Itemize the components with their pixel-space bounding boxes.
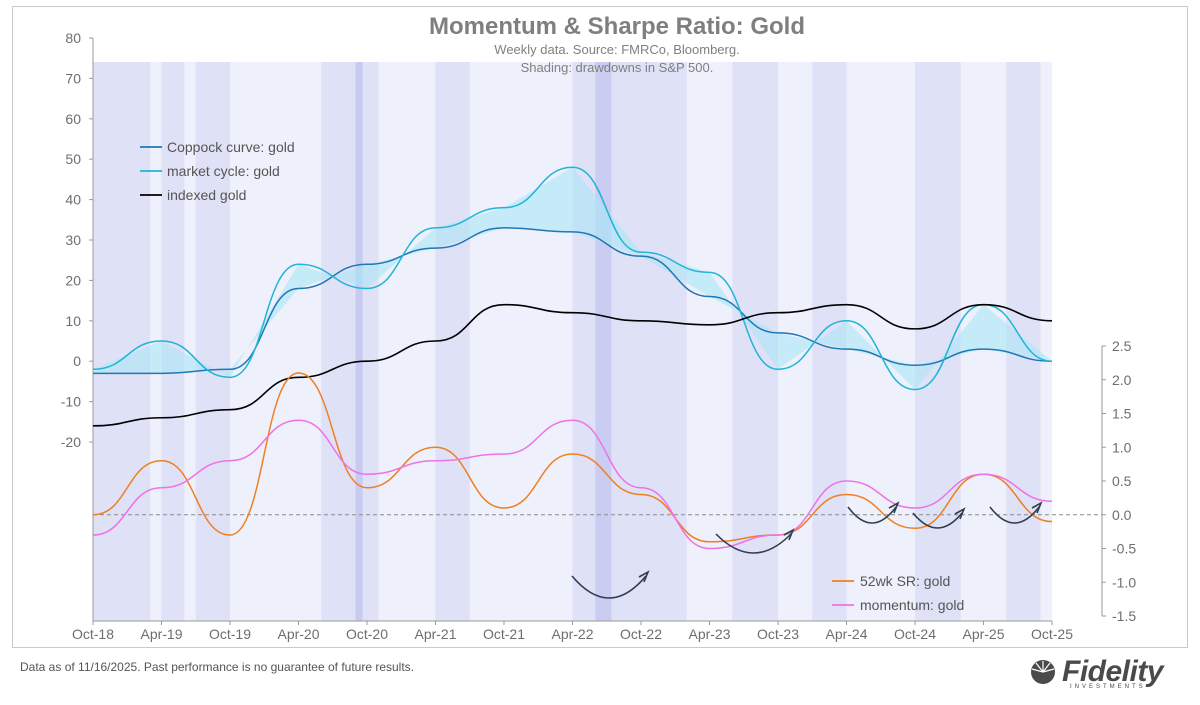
fidelity-logo-icon bbox=[1028, 657, 1058, 687]
drawdown-band bbox=[572, 62, 687, 621]
x-tick-label: Apr-22 bbox=[551, 626, 593, 642]
x-tick-label: Apr-25 bbox=[962, 626, 1004, 642]
left-tick-label: 30 bbox=[65, 232, 81, 248]
drawdown-band bbox=[161, 62, 185, 621]
legend-label: market cycle: gold bbox=[167, 163, 280, 179]
market-cycle-fill bbox=[93, 167, 1052, 390]
left-tick-label: 80 bbox=[65, 30, 81, 46]
left-tick-label: 70 bbox=[65, 70, 81, 86]
x-tick-label: Apr-23 bbox=[688, 626, 730, 642]
trough-arrow-5 bbox=[989, 506, 1040, 524]
legend-label: momentum: gold bbox=[860, 597, 964, 613]
chart-title: Momentum & Sharpe Ratio: Gold bbox=[429, 13, 805, 40]
series-line-coppock-curve-gold bbox=[93, 227, 1053, 375]
trough-arrow-4-head bbox=[954, 507, 966, 520]
right-tick-label: -0.5 bbox=[1112, 541, 1136, 557]
left-tick-label: -20 bbox=[61, 434, 81, 450]
trough-arrow-3 bbox=[847, 506, 897, 524]
x-tick-label: Oct-24 bbox=[894, 626, 936, 642]
x-tick-label: Apr-21 bbox=[414, 626, 456, 642]
fidelity-logo-sub: INVESTMENTS bbox=[1070, 684, 1146, 690]
x-tick-label: Apr-20 bbox=[277, 626, 319, 642]
drawdown-shading bbox=[93, 62, 1052, 621]
x-tick-label: Oct-19 bbox=[209, 626, 251, 642]
drawdown-band bbox=[93, 62, 151, 621]
right-tick-label: 0.0 bbox=[1112, 507, 1132, 523]
chart-subtitle: Weekly data. Source: FMRCo, Bloomberg. bbox=[494, 42, 739, 57]
trough-arrow-3-head bbox=[888, 501, 900, 514]
trough-arrow-5-head bbox=[1031, 501, 1043, 514]
legend-label: 52wk SR: gold bbox=[860, 573, 950, 589]
series-line-indexed-gold bbox=[92, 303, 1053, 427]
fidelity-logo: Fidelity INVESTMENTS bbox=[1028, 654, 1164, 690]
x-tick-label: Apr-19 bbox=[140, 626, 182, 642]
left-tick-label: 40 bbox=[65, 192, 81, 208]
series-line-market-cycle-gold bbox=[92, 166, 1053, 391]
series-line-momentum-gold bbox=[92, 419, 1053, 550]
right-tick-label: -1.0 bbox=[1112, 574, 1136, 590]
trough-arrow-1-head bbox=[638, 570, 650, 583]
legend-label: Coppock curve: gold bbox=[167, 139, 295, 155]
x-tick-label: Oct-25 bbox=[1031, 626, 1073, 642]
right-tick-label: -1.5 bbox=[1112, 608, 1136, 624]
trough-arrow-1 bbox=[571, 575, 647, 599]
footnote: Data as of 11/16/2025. Past performance … bbox=[20, 660, 415, 674]
fidelity-logo-word: Fidelity bbox=[1062, 655, 1164, 688]
chart-subtitle: Shading: drawdowns in S&P 500. bbox=[521, 60, 714, 75]
x-tick-label: Oct-23 bbox=[757, 626, 799, 642]
drawdown-band-strong bbox=[595, 62, 612, 621]
right-tick-label: 2.5 bbox=[1112, 338, 1132, 354]
left-tick-label: 0 bbox=[73, 353, 81, 369]
x-tick-label: Oct-21 bbox=[483, 626, 525, 642]
right-tick-label: 1.5 bbox=[1112, 406, 1132, 422]
drawdown-band bbox=[321, 62, 379, 621]
trough-arrow-2-head bbox=[783, 528, 795, 541]
left-tick-label: 10 bbox=[65, 313, 81, 329]
drawdown-band-strong bbox=[355, 62, 363, 621]
left-tick-label: 50 bbox=[65, 151, 81, 167]
legend-label: indexed gold bbox=[167, 187, 246, 203]
left-tick-label: -10 bbox=[61, 394, 81, 410]
left-tick-label: 60 bbox=[65, 111, 81, 127]
x-tick-label: Oct-18 bbox=[72, 626, 114, 642]
trough-arrow-4 bbox=[912, 512, 963, 529]
left-tick-label: 20 bbox=[65, 272, 81, 288]
right-tick-label: 0.5 bbox=[1112, 473, 1132, 489]
drawdown-band bbox=[435, 62, 470, 621]
right-tick-label: 1.0 bbox=[1112, 439, 1132, 455]
x-tick-label: Oct-22 bbox=[620, 626, 662, 642]
right-tick-label: 2.0 bbox=[1112, 372, 1132, 388]
x-tick-label: Oct-20 bbox=[346, 626, 388, 642]
trough-arrow-2 bbox=[715, 533, 792, 554]
x-tick-label: Apr-24 bbox=[825, 626, 867, 642]
